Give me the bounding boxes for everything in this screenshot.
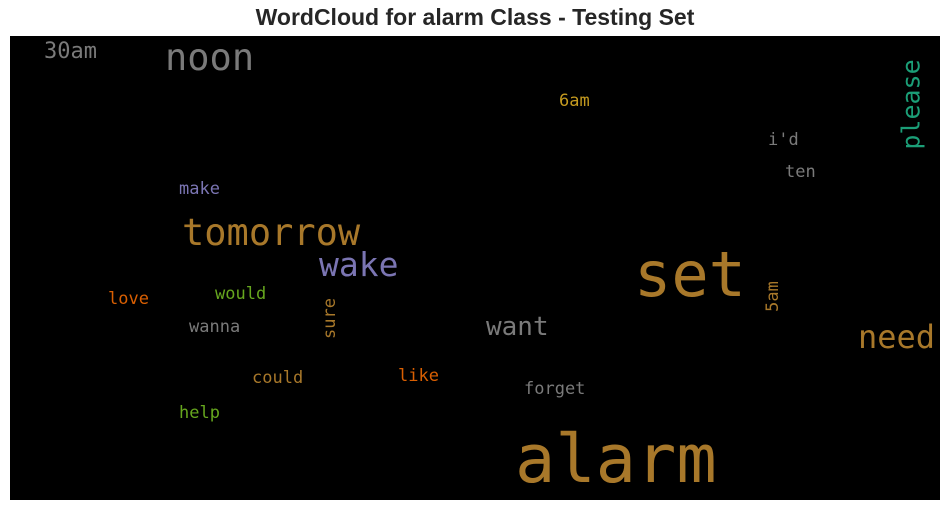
word-5am: 5am xyxy=(762,281,783,312)
word-wanna: wanna xyxy=(189,317,241,337)
word-forget: forget xyxy=(524,379,586,399)
wordcloud-canvas: alarm set tomorrow noon wake need please… xyxy=(10,36,940,500)
word-alarm: alarm xyxy=(515,420,717,498)
word-would: would xyxy=(215,284,267,304)
word-love: love xyxy=(108,289,149,309)
word-could: could xyxy=(252,368,304,388)
word-make: make xyxy=(179,179,220,199)
word-id: i'd xyxy=(768,130,799,150)
word-please: please xyxy=(896,59,926,150)
word-help: help xyxy=(179,403,220,423)
word-like: like xyxy=(398,366,439,386)
word-sure: sure xyxy=(319,298,340,339)
word-ten: ten xyxy=(785,162,816,182)
word-want: want xyxy=(486,312,549,342)
chart-title: WordCloud for alarm Class - Testing Set xyxy=(255,4,695,30)
word-tomorrow: tomorrow xyxy=(182,211,361,254)
word-noon: noon xyxy=(165,36,255,79)
word-need: need xyxy=(858,318,936,356)
word-wake: wake xyxy=(319,245,399,284)
word-30am: 30am xyxy=(44,39,97,64)
word-set: set xyxy=(634,238,746,311)
word-6am: 6am xyxy=(559,91,590,111)
